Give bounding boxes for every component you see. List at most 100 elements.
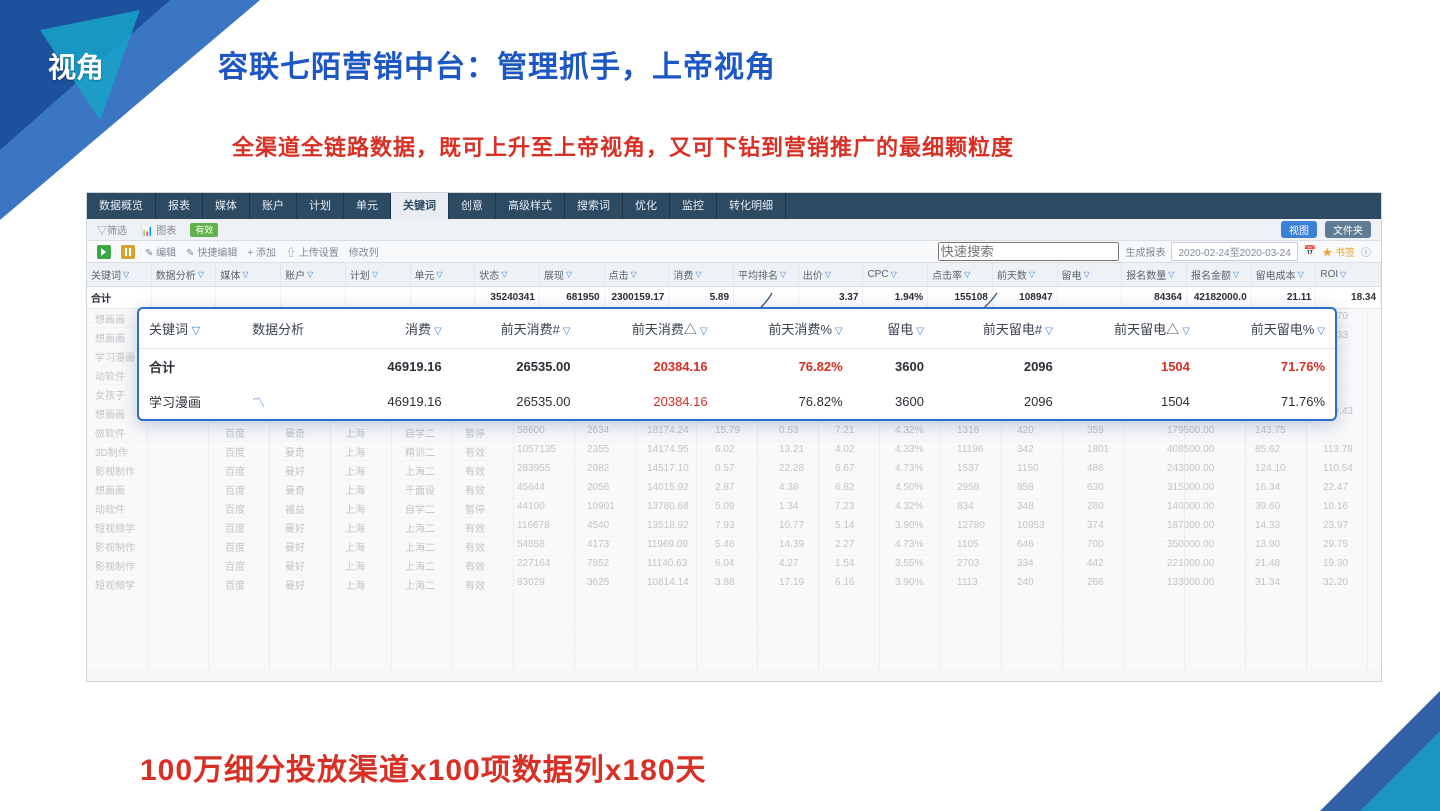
nav-tab-9[interactable]: 搜索词 [565, 193, 623, 219]
col-header-18[interactable]: 留电成本▽ [1252, 263, 1317, 286]
col-header-12[interactable]: CPC▽ [863, 263, 928, 286]
faded-cell: 想画画 [95, 311, 125, 326]
date-range[interactable]: 2020-02-24至2020-03-24 [1171, 242, 1297, 261]
faded-cell: 315000.00 [1167, 482, 1214, 493]
faded-cell: 14.39 [779, 539, 804, 550]
nav-tab-10[interactable]: 优化 [623, 193, 670, 219]
col-header-5[interactable]: 单元▽ [411, 263, 476, 286]
info-icon[interactable]: ⓘ [1361, 244, 1371, 259]
faded-cell: 有效 [465, 577, 485, 592]
nav-tab-0[interactable]: 数据概览 [87, 193, 156, 219]
view-pill[interactable]: 视图 [1281, 221, 1317, 238]
nav-tab-11[interactable]: 监控 [670, 193, 717, 219]
faded-cell: 4.32% [895, 501, 923, 512]
upload-link[interactable]: ⇧ 上传设置 [286, 244, 339, 259]
valid-pill[interactable]: 有效 [190, 223, 218, 237]
nav-tab-3[interactable]: 账户 [250, 193, 297, 219]
nav-tab-12[interactable]: 转化明细 [717, 193, 786, 219]
faded-cell: 千面设 [405, 482, 435, 497]
faded-cell: 上海 [345, 425, 365, 440]
callout-cell: 1504 [1063, 384, 1200, 419]
callout-col-4[interactable]: 前天消费△▽ [581, 309, 718, 349]
gen-report-link[interactable]: 生成报表 [1125, 244, 1165, 259]
faded-cell: 4.50% [895, 482, 923, 493]
callout-col-7[interactable]: 前天留电#▽ [934, 309, 1063, 349]
faded-cell: 630 [1087, 482, 1104, 493]
col-header-4[interactable]: 计划▽ [346, 263, 411, 286]
chart-icon[interactable]: 〽 [252, 395, 265, 410]
faded-cell: 359 [1087, 425, 1104, 436]
callout-col-1[interactable]: 数据分析 [242, 309, 345, 349]
faded-cell: 10901 [587, 501, 615, 512]
quickedit-link[interactable]: ✎ 快捷编辑 [186, 244, 237, 259]
col-header-19[interactable]: ROI▽ [1316, 263, 1381, 286]
faded-cell: 29.75 [1323, 539, 1348, 550]
filter-toggle[interactable]: ▽筛选 [97, 222, 127, 237]
faded-cell: 10.16 [1323, 501, 1348, 512]
callout-chart-cell[interactable]: 〽 [242, 384, 345, 419]
callout-col-2[interactable]: 消费▽ [345, 309, 451, 349]
callout-col-9[interactable]: 前天留电%▽ [1200, 309, 1335, 349]
play-button[interactable] [97, 245, 111, 259]
search-input[interactable] [938, 242, 1119, 261]
col-header-9[interactable]: 消费▽ [669, 263, 734, 286]
totals-cell-12: 1.94% [863, 287, 928, 308]
col-header-0[interactable]: 关键词▽ [87, 263, 152, 286]
nav-tab-5[interactable]: 单元 [344, 193, 391, 219]
col-header-3[interactable]: 账户▽ [281, 263, 346, 286]
faded-cell: 834 [957, 501, 974, 512]
col-header-7[interactable]: 展现▽ [540, 263, 605, 286]
col-header-13[interactable]: 点击率▽ [928, 263, 993, 286]
faded-cell: 14.33 [1255, 520, 1280, 531]
callout-col-3[interactable]: 前天消费#▽ [452, 309, 581, 349]
faded-cell: 11196 [957, 444, 983, 455]
faded-cell: 百度 [225, 444, 245, 459]
callout-col-5[interactable]: 前天消费%▽ [718, 309, 853, 349]
callout-col-6[interactable]: 留电▽ [853, 309, 934, 349]
callout-row-1: 学习漫画〽46919.1626535.0020384.1676.82%36002… [139, 384, 1335, 419]
col-header-16[interactable]: 报名数量▽ [1122, 263, 1187, 286]
faded-cell: 3625 [587, 577, 609, 588]
nav-tab-2[interactable]: 媒体 [203, 193, 250, 219]
calendar-icon[interactable]: 📅 [1304, 246, 1316, 257]
faded-cell: 10953 [1017, 520, 1045, 531]
faded-cell: 上海二 [405, 520, 435, 535]
faded-cell: 上海 [345, 501, 365, 516]
nav-tab-6[interactable]: 关键词 [391, 193, 449, 219]
callout-cell: 46919.16 [345, 349, 451, 385]
callout-cell: 26535.00 [452, 384, 581, 419]
callout-col-0[interactable]: 关键词 ▽ [139, 309, 242, 349]
faded-cell: 暂停 [465, 425, 485, 440]
col-header-8[interactable]: 点击▽ [605, 263, 670, 286]
bookmark-link[interactable]: ★ 书签 [1322, 244, 1355, 259]
faded-cell: 1.54 [835, 558, 854, 569]
col-header-1[interactable]: 数据分析▽ [152, 263, 217, 286]
pause-button[interactable] [121, 245, 135, 259]
add-link[interactable]: + 添加 [247, 244, 276, 259]
faded-cell: 上海二 [405, 577, 435, 592]
edit-link[interactable]: ✎ 编辑 [145, 244, 176, 259]
faded-cell: 4173 [587, 539, 609, 550]
col-header-14[interactable]: 前天数▽ [993, 263, 1058, 286]
col-header-2[interactable]: 媒体▽ [216, 263, 281, 286]
col-header-15[interactable]: 留电▽ [1058, 263, 1123, 286]
faded-cell: 有效 [465, 463, 485, 478]
col-header-6[interactable]: 状态▽ [475, 263, 540, 286]
nav-tab-1[interactable]: 报表 [156, 193, 203, 219]
nav-tab-4[interactable]: 计划 [297, 193, 344, 219]
faded-cell: 有效 [465, 482, 485, 497]
faded-cell: 1537 [957, 463, 979, 474]
subtitle: 全渠道全链路数据，既可上升至上帝视角，又可下钻到营销推广的最细颗粒度 [232, 130, 1014, 162]
nav-tab-7[interactable]: 创意 [449, 193, 496, 219]
callout-col-8[interactable]: 前天留电△▽ [1063, 309, 1200, 349]
editcol-link[interactable]: 修改列 [349, 244, 379, 259]
nav-tab-8[interactable]: 高级样式 [496, 193, 565, 219]
filelist-pill[interactable]: 文件夹 [1325, 221, 1371, 238]
faded-cell: 1150 [1017, 463, 1039, 474]
chart-toggle[interactable]: 📊 图表 [141, 222, 176, 237]
col-header-17[interactable]: 报名金额▽ [1187, 263, 1252, 286]
col-header-10[interactable]: 平均排名▽ [734, 263, 799, 286]
col-header-11[interactable]: 出价▽ [799, 263, 864, 286]
faded-cell: 11969.09 [647, 539, 688, 550]
totals-cell-15 [1058, 287, 1123, 308]
